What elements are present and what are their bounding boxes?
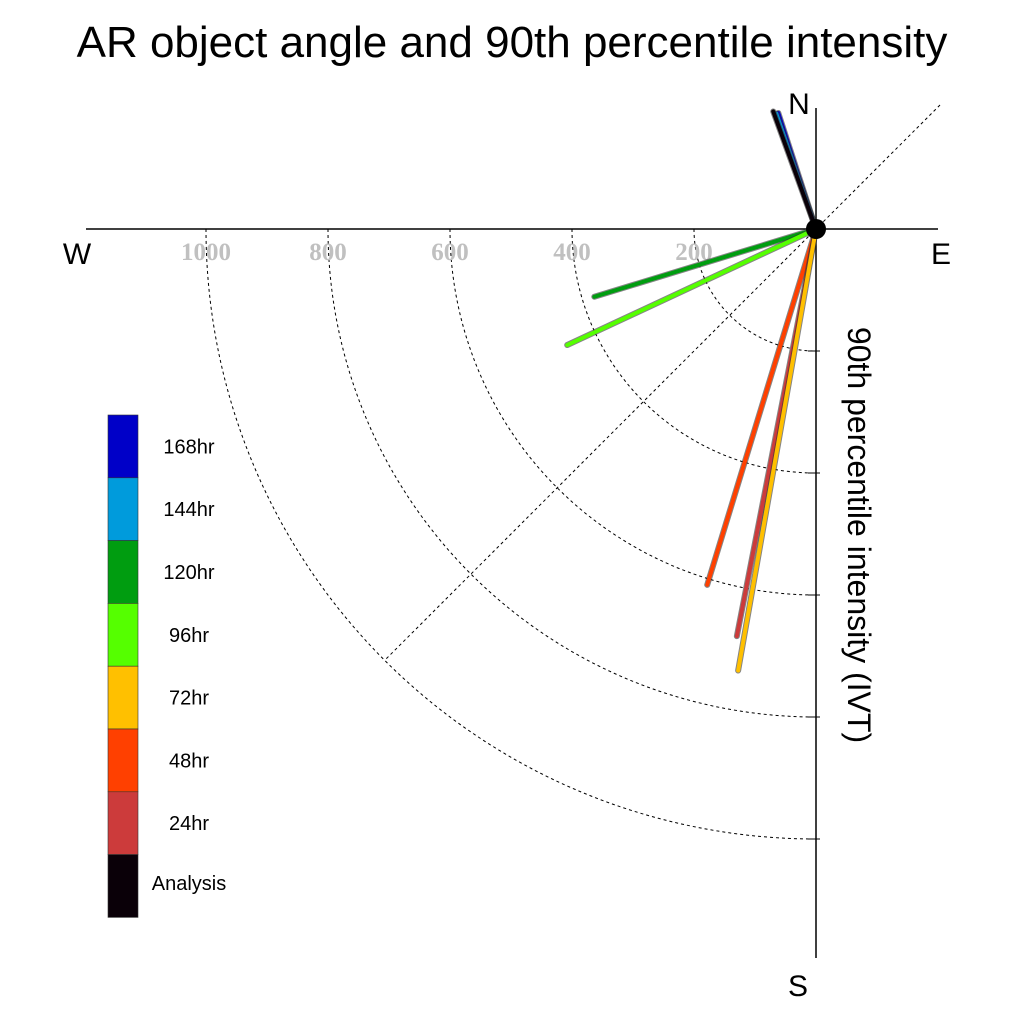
series-vector-48hr bbox=[705, 227, 818, 587]
legend-label-24hr: 24hr bbox=[169, 813, 209, 835]
radial-tick-label-800: 800 bbox=[309, 239, 347, 266]
series-vector-analysis bbox=[771, 109, 818, 231]
legend-swatch-48hr bbox=[107, 728, 139, 793]
legend-swatch-168hr bbox=[107, 414, 139, 479]
legend-swatch-72hr bbox=[107, 665, 139, 730]
radial-ring-200 bbox=[693, 228, 817, 352]
radial-tick-label-400: 400 bbox=[553, 239, 591, 266]
series-vector-96hr bbox=[565, 227, 818, 348]
series-vectors bbox=[564, 108, 819, 674]
radial-tick-label-600: 600 bbox=[431, 239, 469, 266]
compass-west-label: W bbox=[63, 238, 92, 271]
legend-label-72hr: 72hr bbox=[169, 688, 209, 710]
radial-ring-600 bbox=[449, 228, 817, 596]
radial-ring-400 bbox=[571, 228, 817, 474]
legend-label-144hr: 144hr bbox=[163, 499, 214, 521]
radial-ring-800 bbox=[327, 228, 817, 718]
legend-swatch-96hr bbox=[107, 603, 139, 667]
y-axis-label: 90th percentile intensity (IVT) bbox=[841, 327, 877, 743]
legend-label-120hr: 120hr bbox=[163, 562, 214, 584]
diagonal-grid-line bbox=[384, 104, 941, 661]
origin-marker bbox=[806, 219, 826, 239]
polar-grid bbox=[205, 104, 941, 840]
legend-swatch-analysis bbox=[107, 854, 139, 918]
legend-label-analysis: Analysis bbox=[152, 873, 226, 895]
compass-south-label: S bbox=[788, 970, 808, 1003]
compass-north-label: N bbox=[788, 88, 810, 121]
legend-swatch-24hr bbox=[107, 791, 139, 855]
legend: 168hr 144hr 120hr 96hr 72hr 48hr 24hr Analysis bbox=[107, 414, 226, 918]
legend-swatch-144hr bbox=[107, 477, 139, 541]
radial-tick-label-1000: 1000 bbox=[181, 239, 231, 266]
radial-ring-1000 bbox=[205, 228, 817, 840]
compass-east-label: E bbox=[931, 238, 951, 271]
compass-axes bbox=[86, 108, 938, 958]
legend-label-48hr: 48hr bbox=[169, 750, 209, 772]
chart-title: AR object angle and 90th percentile inte… bbox=[77, 18, 948, 67]
series-vector-120hr bbox=[592, 227, 818, 299]
legend-label-96hr: 96hr bbox=[169, 625, 209, 647]
series-vector-72hr bbox=[736, 227, 818, 673]
legend-label-168hr: 168hr bbox=[163, 436, 214, 458]
legend-swatch-120hr bbox=[107, 540, 139, 604]
